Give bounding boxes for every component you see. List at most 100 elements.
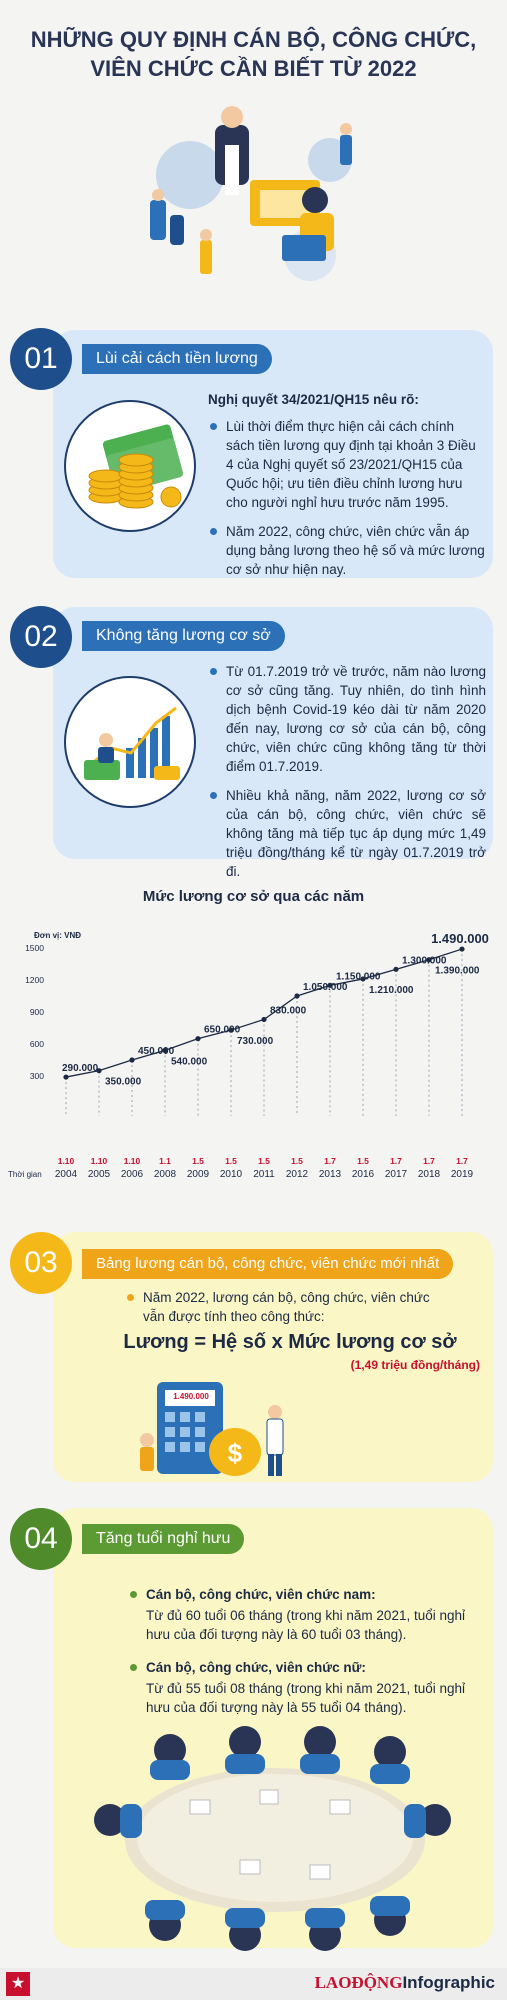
- x-date-label: 1.10: [91, 1156, 108, 1166]
- brand-logo: LAOĐỘNGInfographic: [315, 1973, 495, 1993]
- x-year-label: 2010: [220, 1169, 243, 1180]
- data-point: [360, 976, 366, 982]
- data-label: 830.000: [270, 1005, 307, 1016]
- section-3-text: Năm 2022, lương cán bộ, công chức, viên …: [125, 1288, 455, 1336]
- x-year-label: 2006: [121, 1169, 144, 1180]
- data-point: [327, 982, 333, 988]
- data-point: [228, 1027, 234, 1033]
- star-logo-icon: ★: [6, 1972, 30, 1996]
- data-label: 350.000: [105, 1077, 142, 1088]
- x-axis-label: Thời gian: [8, 1170, 42, 1179]
- section-2-tag: Không tăng lương cơ sở: [82, 621, 285, 651]
- section-1-bullet-2: Năm 2022, công chức, viên chức vẫn áp dụ…: [208, 522, 486, 579]
- chart-title: Mức lương cơ sở qua các năm: [142, 888, 365, 905]
- salary-formula: Lương = Hệ số x Mức lương cơ sở: [123, 1331, 457, 1353]
- x-date-label: 1.10: [58, 1156, 75, 1166]
- section-4-text-1: Từ đủ 60 tuổi 06 tháng (trong khi năm 20…: [146, 1608, 465, 1642]
- x-year-label: 2009: [187, 1169, 210, 1180]
- data-label: 1.050.000: [303, 982, 348, 993]
- section-3-bullet-1: Năm 2022, lương cán bộ, công chức, viên …: [125, 1288, 455, 1326]
- money-coins-illustration: [64, 400, 196, 532]
- y-tick-label: 600: [30, 1039, 44, 1049]
- calculator-illustration: $: [140, 1382, 284, 1476]
- y-tick-label: 300: [30, 1071, 44, 1081]
- brand-name: LAOĐỘNG: [314, 1973, 403, 1992]
- x-year-label: 2004: [55, 1169, 78, 1180]
- section-3-number: 03: [10, 1232, 72, 1294]
- chart-unit-label: Đơn vị: VNĐ: [34, 931, 81, 940]
- data-label: 540.000: [171, 1056, 208, 1067]
- x-date-label: 1.5: [357, 1156, 369, 1166]
- section-4-tag: Tăng tuổi nghỉ hưu: [82, 1524, 245, 1554]
- x-date-label: 1.7: [324, 1156, 336, 1166]
- data-label: 1.150.000: [336, 971, 381, 982]
- x-date-label: 1.7: [456, 1156, 468, 1166]
- series-line: [65, 948, 463, 1078]
- meeting-table-illustration: [94, 1726, 451, 1951]
- x-date-label: 1.5: [258, 1156, 270, 1166]
- title-line-2: VIÊN CHỨC CẦN BIẾT TỪ 2022: [90, 56, 417, 81]
- data-point: [129, 1057, 135, 1063]
- data-point: [294, 993, 300, 999]
- footer-bar: ★ LAOĐỘNGInfographic: [0, 1968, 507, 2000]
- section-4-text-2: Từ đủ 55 tuổi 08 tháng (trong khi năm 20…: [146, 1681, 465, 1715]
- growth-chart-illustration: [64, 676, 196, 808]
- data-point: [393, 966, 399, 972]
- x-year-label: 2019: [451, 1169, 474, 1180]
- section-2-bullet-2: Nhiều khả năng, năm 2022, lương cơ sở củ…: [208, 786, 486, 881]
- section-1-lead: Nghị quyết 34/2021/QH15 nêu rõ:: [208, 392, 419, 407]
- x-year-label: 2017: [385, 1169, 408, 1180]
- x-year-label: 2016: [352, 1169, 375, 1180]
- section-2-bullet-1: Từ 01.7.2019 trở về trước, năm nào lương…: [208, 662, 486, 776]
- data-label: 1.210.000: [369, 985, 414, 996]
- data-label: 1.490.000: [431, 931, 489, 946]
- page-title: NHỮNG QUY ĐỊNH CÁN BỘ, CÔNG CHỨC, VIÊN C…: [0, 25, 507, 83]
- brand-suffix: Infographic: [402, 1973, 495, 1992]
- section-4-heading-2: Cán bộ, công chức, viên chức nữ:: [128, 1658, 473, 1677]
- data-label: 290.000: [62, 1063, 99, 1074]
- x-date-label: 1.10: [124, 1156, 141, 1166]
- data-label: 450.000: [138, 1046, 175, 1057]
- data-label: 650.000: [204, 1025, 241, 1036]
- calculator-screen-value: 1.490.000: [173, 1392, 209, 1401]
- x-date-label: 1.5: [291, 1156, 303, 1166]
- section-3-tag: Bảng lương cán bộ, công chức, viên chức …: [82, 1249, 454, 1279]
- section-2-text: Từ 01.7.2019 trở về trước, năm nào lương…: [208, 662, 486, 891]
- x-year-label: 2013: [319, 1169, 342, 1180]
- svg-text:$: $: [228, 1438, 243, 1468]
- salary-line-chart: Đơn vị: VNĐ 1500 1200 900 600 300 290.000 350.0…: [8, 931, 489, 1180]
- x-date-label: 1.7: [423, 1156, 435, 1166]
- x-year-label: 2005: [88, 1169, 111, 1180]
- data-point: [426, 957, 432, 963]
- data-label: 1.300.000: [402, 955, 447, 966]
- section-4-number: 04: [10, 1508, 72, 1570]
- y-tick-label: 1500: [25, 943, 44, 953]
- data-point: [195, 1036, 201, 1042]
- section-1-bullet-1: Lùi thời điểm thực hiện cải cách chính s…: [208, 417, 486, 512]
- y-tick-label: 1200: [25, 975, 44, 985]
- x-date-label: 1.5: [192, 1156, 204, 1166]
- data-point: [63, 1074, 69, 1080]
- data-point: [162, 1047, 168, 1053]
- x-year-label: 2008: [154, 1169, 177, 1180]
- hero-illustration: [150, 106, 352, 281]
- data-point: [261, 1016, 267, 1023]
- section-2-number: 02: [10, 606, 72, 668]
- data-point: [459, 946, 465, 952]
- x-year-label: 2011: [253, 1169, 275, 1180]
- data-label: 1.390.000: [435, 966, 480, 977]
- section-1-text: Nghị quyết 34/2021/QH15 nêu rõ: Lùi thời…: [208, 390, 486, 589]
- title-line-1: NHỮNG QUY ĐỊNH CÁN BỘ, CÔNG CHỨC,: [30, 27, 477, 52]
- y-tick-label: 900: [30, 1007, 44, 1017]
- x-date-label: 1.7: [390, 1156, 402, 1166]
- section-1-tag: Lùi cải cách tiền lương: [82, 344, 272, 374]
- formula-note: (1,49 triệu đồng/tháng): [350, 1358, 480, 1372]
- data-label: 730.000: [237, 1036, 274, 1047]
- x-year-label: 2012: [286, 1169, 309, 1180]
- section-4-heading-1: Cán bộ, công chức, viên chức nam:: [128, 1585, 473, 1604]
- x-year-label: 2018: [418, 1169, 441, 1180]
- section-4-text: Cán bộ, công chức, viên chức nam: Từ đủ …: [128, 1585, 473, 1717]
- data-point: [96, 1068, 102, 1074]
- section-1-number: 01: [10, 328, 72, 390]
- x-date-label: 1.1: [159, 1156, 171, 1166]
